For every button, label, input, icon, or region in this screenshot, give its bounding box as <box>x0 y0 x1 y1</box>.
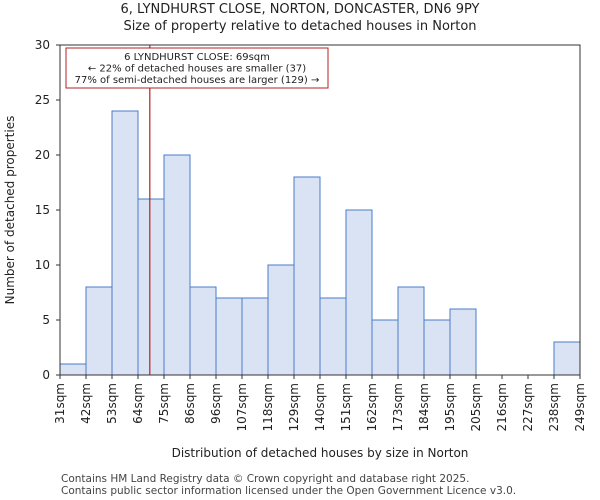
y-tick-label-15: 15 <box>35 203 50 217</box>
bar-238sqm <box>553 341 581 376</box>
y-tick-label-25: 25 <box>35 93 50 107</box>
x-tick-label-42sqm: 42sqm <box>79 383 93 424</box>
bar-118sqm <box>267 264 295 376</box>
bar-86sqm <box>189 286 217 376</box>
bar-151sqm <box>345 209 373 376</box>
x-tick-label-238sqm: 238sqm <box>547 383 561 431</box>
y-tick-label-10: 10 <box>35 258 50 272</box>
y-tick-label-0: 0 <box>42 368 50 382</box>
x-tick-label-151sqm: 151sqm <box>339 383 353 431</box>
bar-75sqm <box>163 154 191 376</box>
bar-162sqm <box>371 319 399 376</box>
bar-184sqm <box>423 319 451 376</box>
footer-line-2: Contains public sector information licen… <box>61 485 517 497</box>
y-tick-label-5: 5 <box>42 313 50 327</box>
bar-96sqm <box>215 297 243 376</box>
x-tick-label-129sqm: 129sqm <box>287 383 301 431</box>
x-tick-label-184sqm: 184sqm <box>417 383 431 431</box>
x-tick-label-140sqm: 140sqm <box>313 383 327 431</box>
bar-173sqm <box>397 286 425 376</box>
y-axis-label: Number of detached properties <box>3 116 17 305</box>
chart-title: 6, LYNDHURST CLOSE, NORTON, DONCASTER, D… <box>120 2 480 17</box>
x-tick-label-205sqm: 205sqm <box>469 383 483 431</box>
x-tick-label-227sqm: 227sqm <box>521 383 535 431</box>
x-tick-label-249sqm: 249sqm <box>573 383 587 431</box>
x-tick-label-107sqm: 107sqm <box>235 383 249 431</box>
bar-64sqm <box>137 198 165 376</box>
x-tick-label-162sqm: 162sqm <box>365 383 379 431</box>
bar-107sqm <box>241 297 269 376</box>
annotation-line-2: ← 22% of detached houses are smaller (37… <box>88 64 306 75</box>
x-tick-label-96sqm: 96sqm <box>209 383 223 424</box>
y-tick-label-20: 20 <box>35 148 50 162</box>
bar-53sqm <box>111 110 139 376</box>
x-tick-label-31sqm: 31sqm <box>53 383 67 424</box>
annotation-line-1: 6 LYNDHURST CLOSE: 69sqm <box>124 52 270 63</box>
x-tick-label-86sqm: 86sqm <box>183 383 197 424</box>
y-tick-label-30: 30 <box>35 38 50 52</box>
annotation-box <box>65 47 329 89</box>
x-tick-label-173sqm: 173sqm <box>391 383 405 431</box>
x-tick-label-216sqm: 216sqm <box>495 383 509 431</box>
x-tick-label-195sqm: 195sqm <box>443 383 457 431</box>
x-axis-label: Distribution of detached houses by size … <box>172 446 469 460</box>
x-tick-label-75sqm: 75sqm <box>157 383 171 424</box>
bar-140sqm <box>319 297 347 376</box>
bar-195sqm <box>449 308 477 376</box>
annotation-line-3: 77% of semi-detached houses are larger (… <box>75 75 320 86</box>
x-tick-label-64sqm: 64sqm <box>131 383 145 424</box>
footer-line-1: Contains HM Land Registry data © Crown c… <box>61 473 470 485</box>
bar-31sqm <box>59 363 87 376</box>
x-tick-label-118sqm: 118sqm <box>261 383 275 431</box>
bar-129sqm <box>293 176 321 376</box>
x-tick-label-53sqm: 53sqm <box>105 383 119 424</box>
chart-subtitle: Size of property relative to detached ho… <box>123 19 477 34</box>
bar-42sqm <box>85 286 113 376</box>
